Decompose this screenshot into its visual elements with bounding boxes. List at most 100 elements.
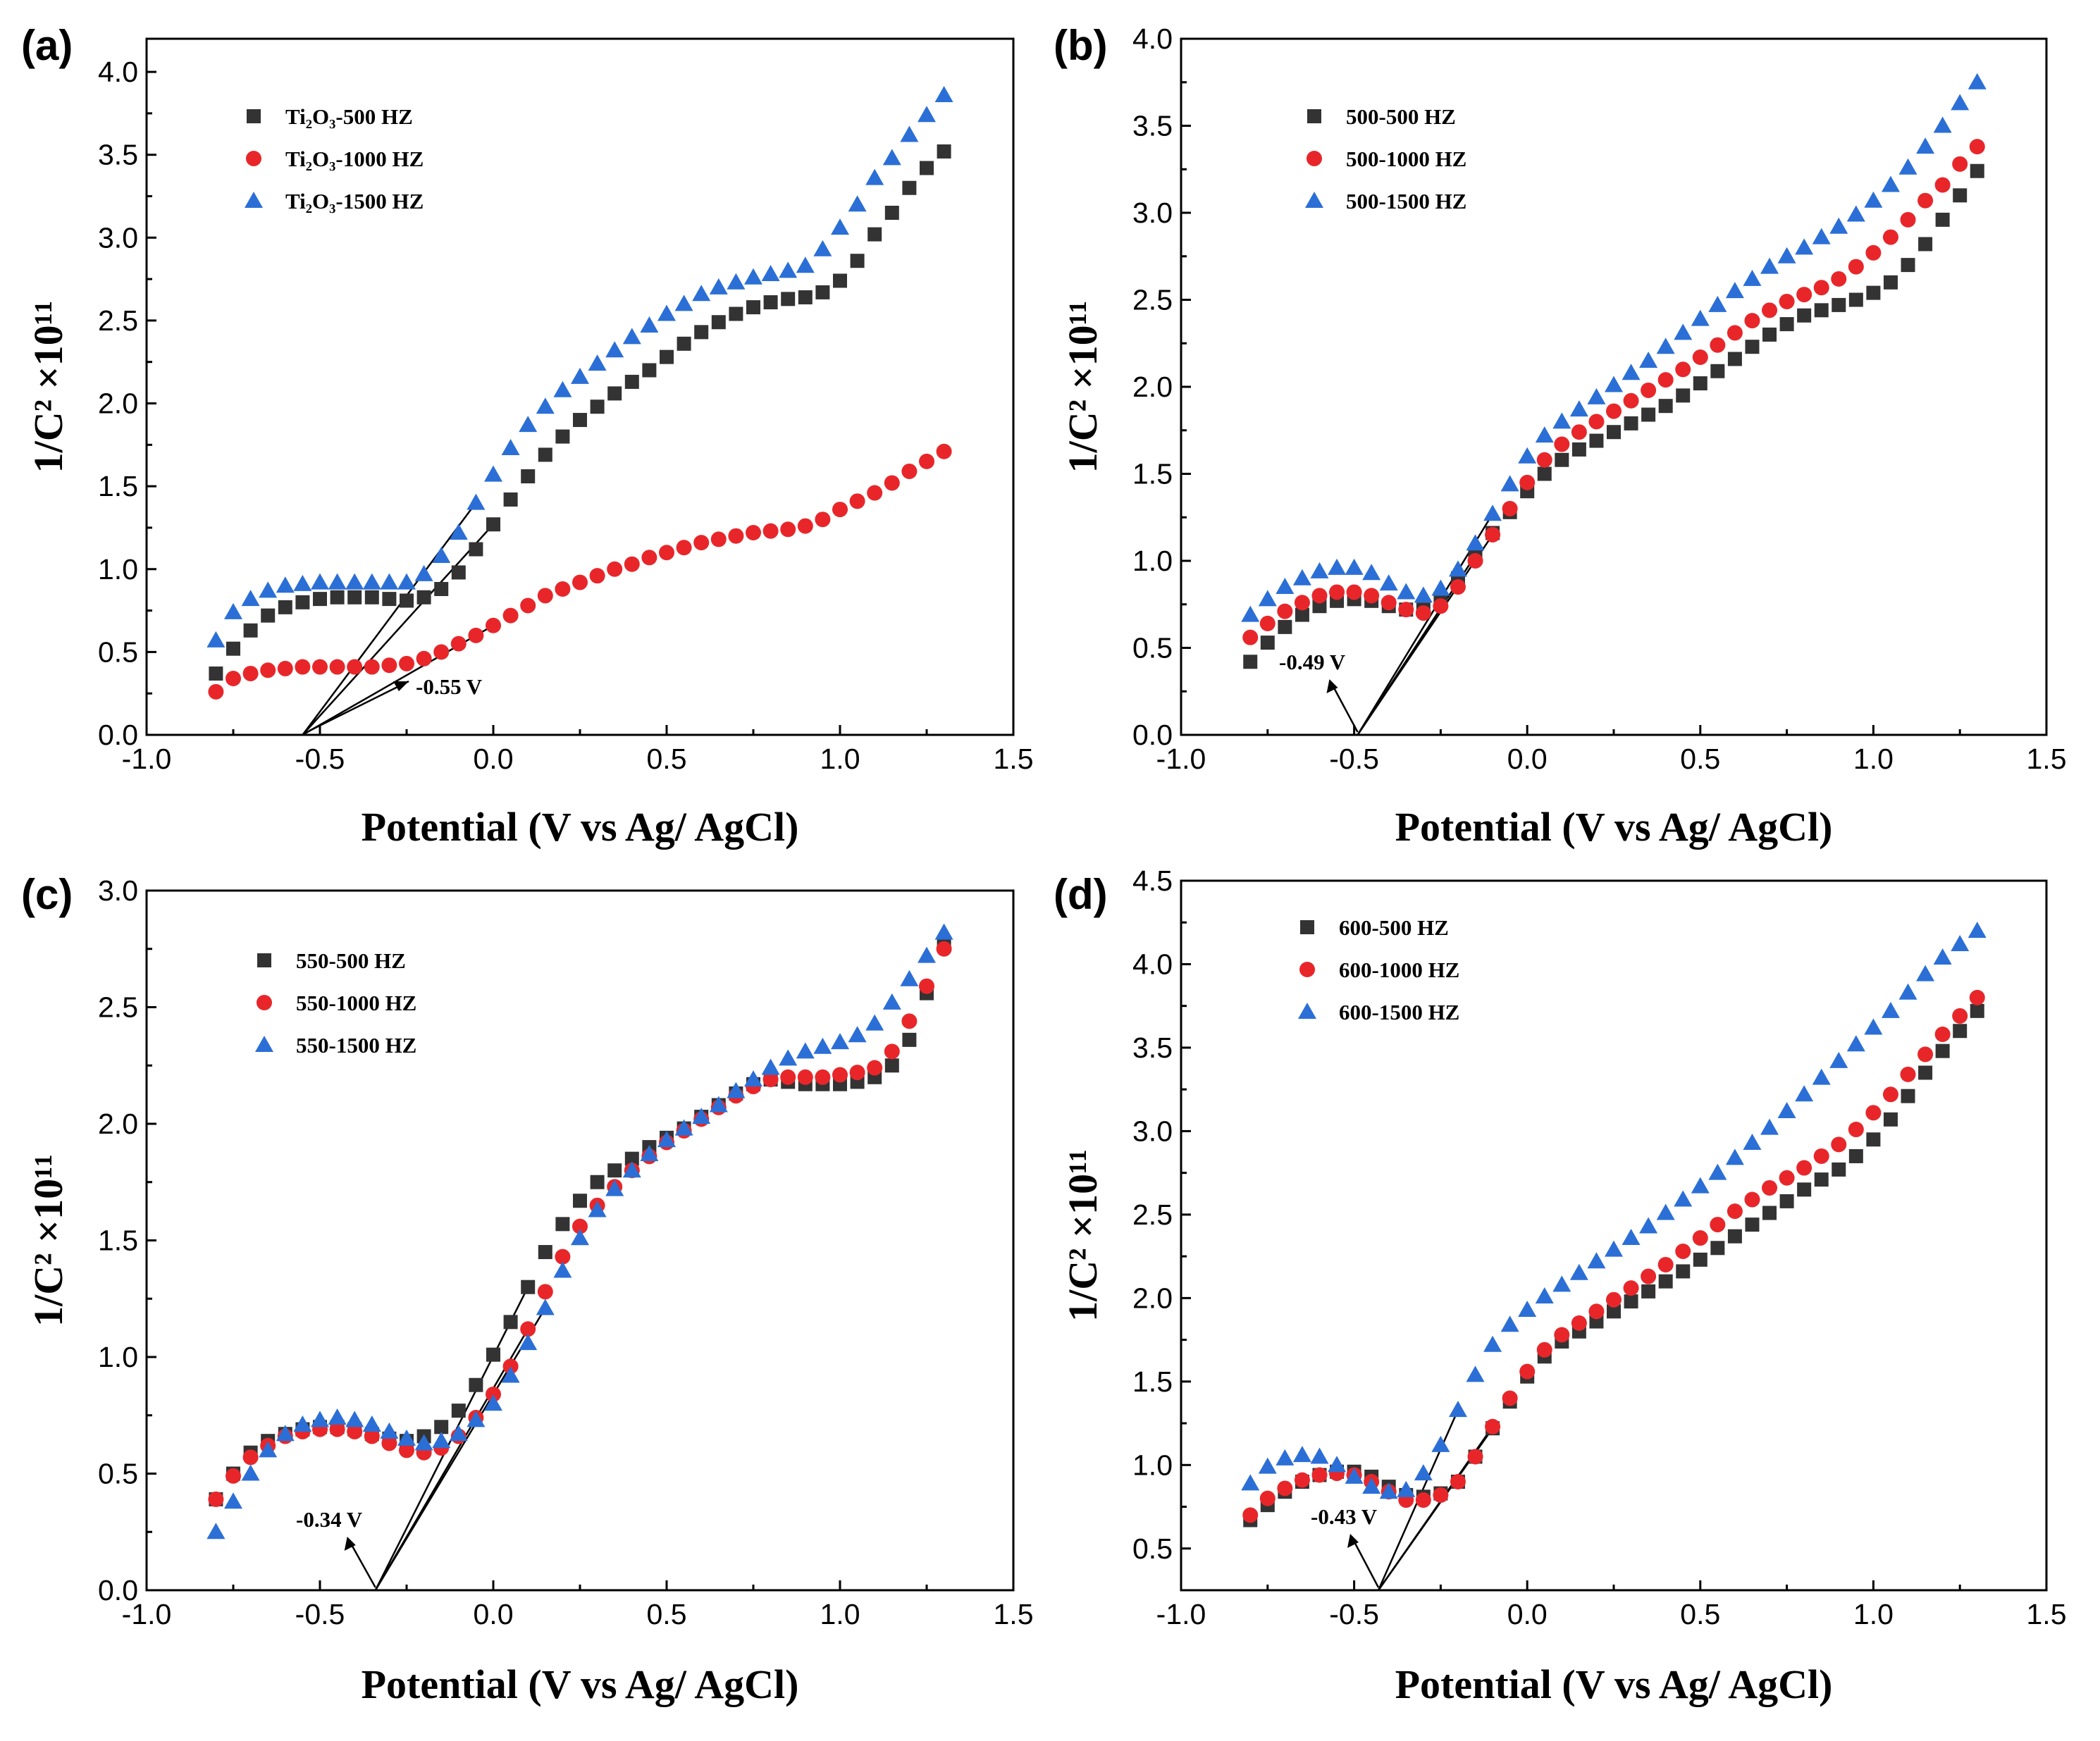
data-point — [277, 660, 293, 676]
data-point — [1623, 392, 1639, 409]
data-point — [832, 1067, 848, 1083]
data-point — [1379, 574, 1398, 591]
legend: Ti₂O₃-500 HZ Ti₂O₃-1000 HZ Ti₂O₃-1500 HZ — [245, 104, 424, 213]
data-point — [347, 1423, 363, 1439]
data-point — [1555, 452, 1569, 467]
data-point — [1864, 191, 1883, 208]
data-point — [746, 525, 761, 541]
data-point — [1658, 399, 1673, 414]
data-point — [328, 573, 347, 590]
data-point — [1622, 1229, 1641, 1246]
data-point — [1777, 1101, 1796, 1118]
data-point — [1241, 1474, 1260, 1491]
data-point — [1727, 325, 1743, 341]
data-point — [884, 475, 900, 491]
data-point — [1657, 1256, 1674, 1272]
data-point — [763, 295, 778, 310]
data-point — [1552, 1275, 1571, 1292]
data-point — [224, 602, 242, 619]
data-point — [832, 502, 848, 518]
data-point — [1310, 562, 1329, 578]
data-point — [226, 1468, 241, 1484]
data-point — [519, 1334, 538, 1351]
data-point — [1676, 1264, 1691, 1279]
panel-label: (c) — [21, 871, 73, 918]
data-point — [1588, 414, 1605, 430]
data-point — [1242, 1507, 1259, 1523]
data-point — [920, 161, 934, 175]
data-point — [1328, 1456, 1347, 1473]
data-point — [1796, 1160, 1812, 1176]
y-axis-label: 1/C² ×10¹¹ — [25, 1154, 71, 1327]
data-point — [744, 1070, 762, 1087]
series-1 — [1243, 1003, 1984, 1528]
data-point — [362, 1415, 381, 1432]
data-point — [503, 492, 518, 507]
data-point — [486, 517, 500, 532]
panel-label: (a) — [21, 22, 73, 69]
x-tick-label: 0.0 — [474, 743, 514, 775]
data-point — [848, 195, 867, 212]
legend-entry: Ti₂O₃-1000 HZ — [285, 147, 424, 171]
x-tick-label: 0.0 — [474, 1598, 514, 1630]
data-point — [1519, 474, 1536, 490]
data-point — [934, 923, 953, 940]
data-point — [1466, 534, 1485, 551]
data-point — [1624, 1294, 1638, 1309]
data-point — [486, 1386, 501, 1402]
series-2 — [1242, 139, 1985, 645]
data-point — [1535, 1287, 1554, 1303]
data-point — [1346, 584, 1362, 600]
data-point — [1294, 1472, 1310, 1488]
data-point — [345, 1411, 364, 1427]
y-axis-label: 1/C² ×10¹¹ — [1060, 1149, 1106, 1322]
data-point — [660, 349, 674, 364]
data-point — [311, 573, 329, 590]
data-point — [849, 1065, 865, 1081]
x-tick-label: 0.0 — [1507, 1598, 1548, 1630]
data-point — [380, 1422, 399, 1439]
data-point — [1500, 475, 1519, 492]
data-point — [1692, 1230, 1708, 1246]
data-point — [433, 644, 450, 660]
data-point — [1536, 452, 1552, 468]
data-point — [1415, 605, 1431, 621]
data-point — [397, 573, 416, 590]
y-tick-label: 0.0 — [98, 1574, 138, 1606]
data-point — [364, 659, 380, 675]
data-point — [400, 593, 414, 608]
data-point — [226, 671, 241, 687]
data-point — [1934, 177, 1951, 193]
y-tick-label: 4.0 — [98, 56, 138, 88]
data-point — [607, 386, 622, 401]
data-point — [501, 439, 520, 456]
data-point — [1259, 1490, 1276, 1506]
x-axis-label: Potential (V vs Ag/ AgCl) — [362, 1661, 799, 1707]
y-axis-label: 1/C² ×10¹¹ — [1060, 301, 1106, 473]
data-point — [1900, 211, 1916, 228]
data-point — [1345, 1467, 1364, 1484]
data-point — [1258, 590, 1277, 607]
data-point — [640, 1145, 659, 1162]
data-point — [260, 662, 276, 679]
y-tick-label: 3.0 — [1132, 1115, 1173, 1147]
data-point — [797, 1069, 813, 1085]
data-point — [555, 581, 571, 597]
data-point — [1242, 629, 1259, 645]
data-point — [380, 573, 399, 590]
data-point — [1554, 1327, 1570, 1343]
data-point — [1901, 1089, 1915, 1103]
y-tick-label: 0.5 — [1132, 1532, 1173, 1565]
extrapolation-line — [302, 502, 477, 736]
data-point — [1535, 426, 1554, 443]
intercept-annotation: -0.49 V — [1279, 650, 1346, 674]
data-point — [590, 399, 605, 414]
series-1 — [209, 144, 951, 681]
data-point — [746, 300, 760, 315]
data-point — [831, 218, 849, 235]
annotation-arrow — [347, 1539, 376, 1588]
data-point — [1779, 1170, 1795, 1186]
data-point — [1431, 1435, 1450, 1452]
data-point — [538, 447, 552, 462]
